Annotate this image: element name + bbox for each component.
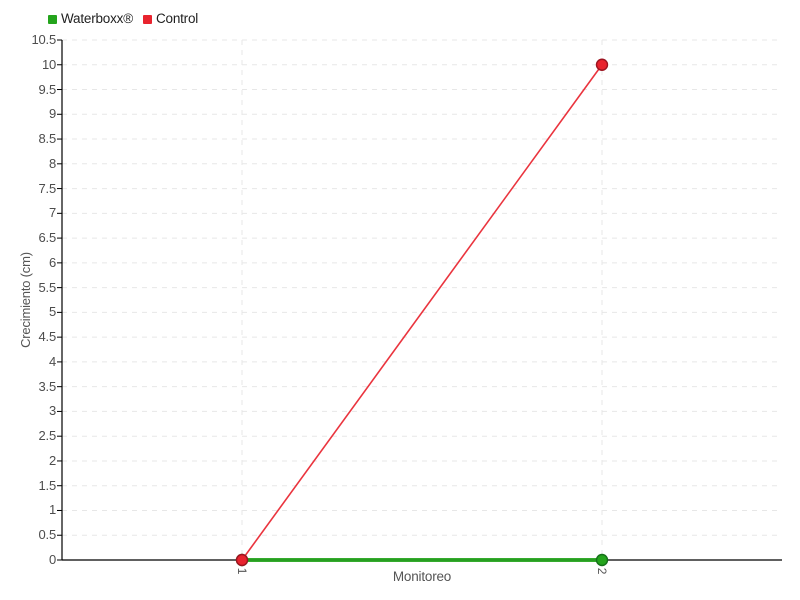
y-tick-label: 0 [48,552,56,567]
y-tick-label: 6 [48,254,56,270]
legend-label-waterboxx: Waterboxx® [61,11,133,26]
y-tick-label: 2 [48,452,56,468]
chart-legend: Waterboxx® Control [48,12,198,26]
y-tick-label: 0.5 [38,527,57,543]
data-point[interactable] [595,58,609,71]
y-tick-label: 8 [48,155,56,171]
data-point[interactable] [595,553,609,567]
y-tick-label: 9 [48,106,56,122]
data-point[interactable] [235,553,249,567]
control-swatch-icon [142,14,152,24]
y-tick-label: 6.5 [38,230,57,246]
x-tick-label: 2 [595,567,609,575]
legend-item-control[interactable]: Control [142,11,199,26]
y-tick-label: 9.5 [38,81,57,97]
y-tick-label: 1.5 [38,477,57,493]
y-tick-label: 4 [48,353,56,369]
waterboxx-swatch-icon [48,14,57,24]
legend-label-control: Control [155,11,199,26]
y-tick-label: 8.5 [38,131,57,147]
x-tick-label: 1 [235,567,249,575]
y-tick-label: 3.5 [38,378,57,394]
y-tick-label: 10.5 [31,32,56,47]
y-tick-label: 5.5 [38,279,57,295]
x-axis-title: Monitoreo [392,569,452,584]
y-tick-label: 1 [48,502,56,518]
legend-item-waterboxx[interactable]: Waterboxx® [48,12,133,26]
y-tick-label: 2.5 [38,428,57,444]
y-tick-label: 10 [41,56,56,72]
y-tick-label: 7.5 [38,180,57,196]
y-tick-label: 3 [48,403,56,419]
y-tick-label: 7 [48,205,56,221]
y-tick-label: 4.5 [38,329,57,345]
y-tick-label: 5 [48,304,56,320]
